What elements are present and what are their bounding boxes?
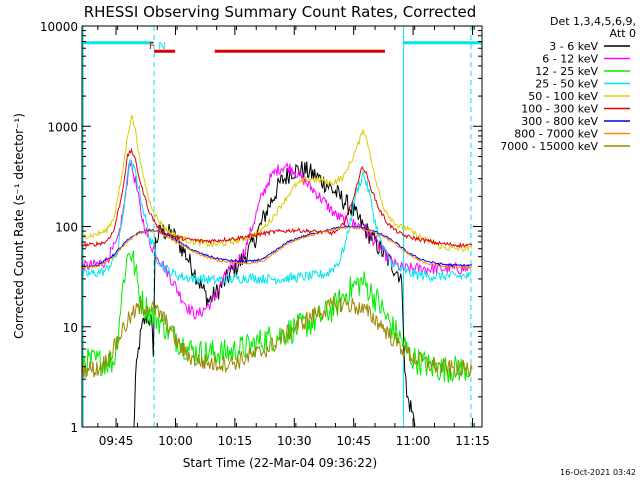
- series-line-8: [82, 295, 473, 379]
- y-tick-label-3: 1000: [47, 120, 78, 134]
- annotation-1: N: [158, 41, 165, 52]
- x-tick-label-3: 10:30: [277, 434, 312, 448]
- legend-label-1: 6 - 12 keV: [542, 53, 598, 66]
- series-line-3: [82, 158, 471, 286]
- axis-ticks: 1 10 100 1000 10000 09:45 10:00 10:15 10:30 10:45…: [40, 20, 490, 448]
- y-axis-label-text: Corrected Count Rate (s⁻¹ detector⁻¹): [12, 113, 26, 339]
- x-tick-label-1: 10:00: [158, 434, 193, 448]
- series-line-1: [82, 160, 471, 320]
- footer-timestamp: 16-Oct-2021 03:42: [560, 468, 636, 477]
- legend-label-0: 3 - 6 keV: [549, 40, 598, 53]
- y-tick-label-2: 100: [55, 221, 78, 235]
- legend-label-2: 12 - 25 keV: [535, 65, 598, 78]
- y-tick-label-4: 10000: [40, 20, 78, 34]
- series-line-2: [82, 250, 473, 383]
- legend-label-8: 7000 - 15000 keV: [500, 140, 598, 153]
- legend-label-7: 800 - 7000 keV: [514, 128, 598, 141]
- x-axis-label: Start Time (22-Mar-04 09:36:22): [183, 456, 377, 470]
- series-line-7: [82, 226, 473, 270]
- y-axis-label: Corrected Count Rate (s⁻¹ detector⁻¹): [12, 113, 26, 339]
- legend-label-5: 100 - 300 keV: [521, 103, 598, 116]
- y-tick-label-0: 1: [70, 421, 78, 435]
- plot-frame: [81, 25, 483, 428]
- chart-title: RHESSI Observing Summary Count Rates, Co…: [84, 3, 477, 21]
- series-line-6: [82, 225, 473, 269]
- x-tick-label-4: 10:45: [336, 434, 371, 448]
- x-tick-label-6: 11:15: [455, 434, 490, 448]
- y-tick-label-1: 10: [63, 321, 78, 335]
- series-line-5: [82, 147, 473, 249]
- annotation-0: F: [149, 41, 155, 52]
- x-tick-label-0: 09:45: [99, 434, 134, 448]
- legend-header: Det 1,3,4,5,6,9,Att 0: [550, 15, 636, 40]
- legend-header-line-1: Att 0: [610, 27, 636, 40]
- series-line-4: [82, 114, 473, 252]
- legend-header-line-0: Det 1,3,4,5,6,9,: [550, 15, 636, 28]
- x-tick-label-2: 10:15: [218, 434, 253, 448]
- x-tick-label-5: 11:00: [396, 434, 431, 448]
- legend-label-6: 300 - 800 keV: [521, 115, 598, 128]
- legend-label-3: 25 - 50 keV: [535, 78, 598, 91]
- legend-label-4: 50 - 100 keV: [528, 90, 598, 103]
